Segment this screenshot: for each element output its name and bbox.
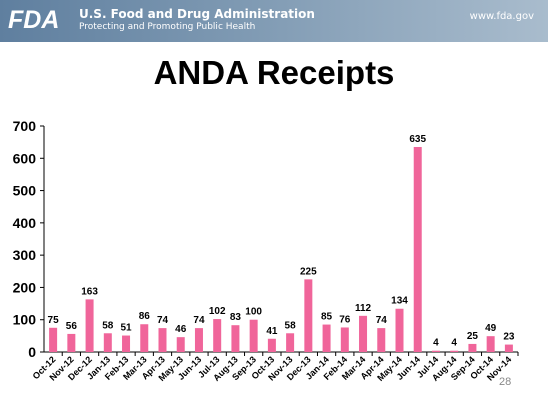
bar	[504, 344, 513, 352]
y-tick-label: 0	[28, 344, 36, 360]
data-label: 56	[66, 321, 78, 332]
data-label: 225	[300, 266, 317, 277]
header-bar: FDA U.S. Food and Drug Administration Pr…	[0, 0, 548, 42]
bar	[431, 350, 440, 352]
page-number: 28	[499, 376, 512, 388]
data-label: 58	[285, 320, 297, 331]
data-label: 49	[485, 323, 497, 334]
data-label: 4	[433, 338, 439, 349]
data-label: 112	[355, 303, 372, 314]
bar	[395, 308, 404, 352]
data-label: 76	[339, 314, 351, 325]
y-tick-label: 100	[13, 312, 37, 328]
bar	[359, 315, 368, 352]
bar	[176, 337, 185, 352]
bar	[450, 350, 459, 352]
bar	[67, 333, 76, 352]
data-label: 86	[139, 311, 151, 322]
y-tick-label: 300	[13, 247, 37, 263]
site-url: www.fda.gov	[469, 11, 534, 22]
bar-chart: 010020030040050060070075Oct-1256Nov-1216…	[13, 118, 519, 383]
bar	[231, 325, 240, 352]
data-label: 134	[391, 296, 408, 307]
bar	[122, 335, 131, 352]
bar	[322, 324, 331, 352]
bar	[486, 336, 495, 352]
data-label: 635	[409, 134, 426, 145]
fda-logo-text: FDA	[8, 6, 59, 34]
data-label: 46	[175, 324, 187, 335]
data-label: 85	[321, 312, 333, 323]
fda-logo: FDA	[8, 6, 59, 34]
y-tick-label: 700	[13, 118, 37, 134]
data-label: 4	[451, 338, 457, 349]
data-label: 58	[102, 320, 114, 331]
data-label: 41	[266, 326, 278, 337]
bar	[267, 338, 276, 352]
bar	[140, 324, 149, 352]
y-tick-label: 400	[13, 215, 37, 231]
data-label: 83	[230, 312, 242, 323]
data-label: 75	[48, 315, 60, 326]
slide-title: ANDA Receipts	[153, 54, 395, 91]
data-label: 74	[376, 315, 388, 326]
bar	[377, 328, 386, 352]
bar	[304, 279, 313, 352]
data-label: 74	[157, 315, 169, 326]
data-label: 100	[245, 307, 262, 318]
bar	[103, 333, 112, 352]
bar	[249, 319, 258, 352]
bar	[158, 328, 167, 352]
y-tick-label: 500	[13, 183, 37, 199]
org-tagline: Protecting and Promoting Public Health	[79, 22, 256, 32]
bar	[340, 327, 349, 352]
bar	[49, 327, 58, 352]
bar	[213, 319, 222, 352]
data-label: 163	[81, 286, 98, 297]
bar	[194, 328, 203, 352]
y-tick-label: 200	[13, 279, 37, 295]
bar	[413, 146, 422, 352]
data-label: 51	[120, 323, 132, 334]
bar	[85, 299, 94, 352]
bar	[286, 333, 295, 352]
data-label: 23	[503, 332, 515, 343]
data-label: 25	[467, 331, 479, 342]
data-label: 74	[193, 315, 205, 326]
org-name: U.S. Food and Drug Administration	[79, 7, 315, 21]
data-label: 102	[209, 306, 226, 317]
y-tick-label: 600	[13, 150, 37, 166]
bar	[468, 343, 477, 352]
